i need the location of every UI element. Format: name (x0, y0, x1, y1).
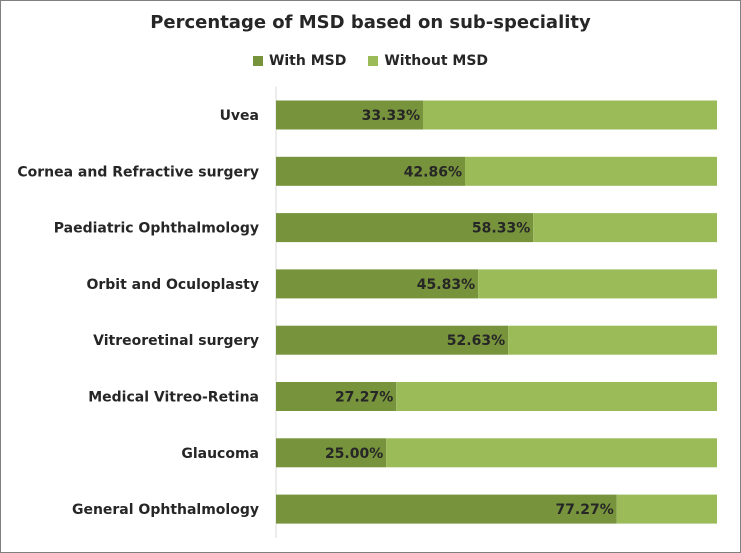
data-label-with-msd: 52.63% (447, 333, 505, 349)
bar-with-msd (276, 438, 387, 468)
data-label-with-msd: 33.33% (362, 108, 420, 124)
legend-swatch-with-msd (252, 56, 263, 66)
category-label: Vitreoretinal surgery (93, 333, 259, 349)
bar-without-msd (422, 100, 717, 130)
bar-with-msd (276, 156, 466, 186)
data-label-with-msd: 58.33% (472, 221, 530, 237)
chart-legend: With MSD Without MSD (1, 53, 740, 69)
legend-label-without-msd: Without MSD (384, 53, 489, 69)
category-label: Medical Vitreo-Retina (88, 390, 259, 406)
category-label: Paediatric Ophthalmology (54, 221, 259, 237)
category-label: Uvea (220, 108, 259, 124)
bar-with-msd (276, 494, 617, 524)
bar-with-msd (276, 269, 479, 299)
bar-without-msd (508, 325, 717, 355)
legend-item-with-msd: With MSD (252, 53, 347, 69)
category-label: Cornea and Refractive surgery (17, 164, 259, 180)
bar-without-msd (386, 438, 717, 468)
bar-with-msd (276, 213, 534, 243)
bar-without-msd (396, 382, 717, 411)
data-label-with-msd: 45.83% (417, 277, 475, 293)
data-label-with-msd: 42.86% (404, 164, 462, 180)
data-label-with-msd: 77.27% (555, 502, 613, 518)
bar-without-msd (478, 269, 717, 299)
legend-item-without-msd: Without MSD (368, 53, 488, 69)
bar-with-msd (276, 382, 397, 411)
bar-without-msd (465, 156, 717, 186)
bar-without-msd (616, 494, 717, 524)
bar-with-msd (276, 325, 509, 355)
category-label: Orbit and Oculoplasty (86, 277, 259, 293)
category-label: Glaucoma (181, 446, 259, 462)
legend-label-with-msd: With MSD (268, 53, 347, 69)
bar-without-msd (533, 213, 717, 243)
category-label: General Ophthalmology (72, 502, 259, 518)
chart-title: Percentage of MSD based on sub-specialit… (150, 12, 591, 33)
bar-with-msd (276, 100, 423, 130)
data-label-with-msd: 27.27% (335, 390, 393, 406)
legend-swatch-without-msd (368, 56, 379, 66)
data-label-with-msd: 25.00% (325, 446, 383, 462)
